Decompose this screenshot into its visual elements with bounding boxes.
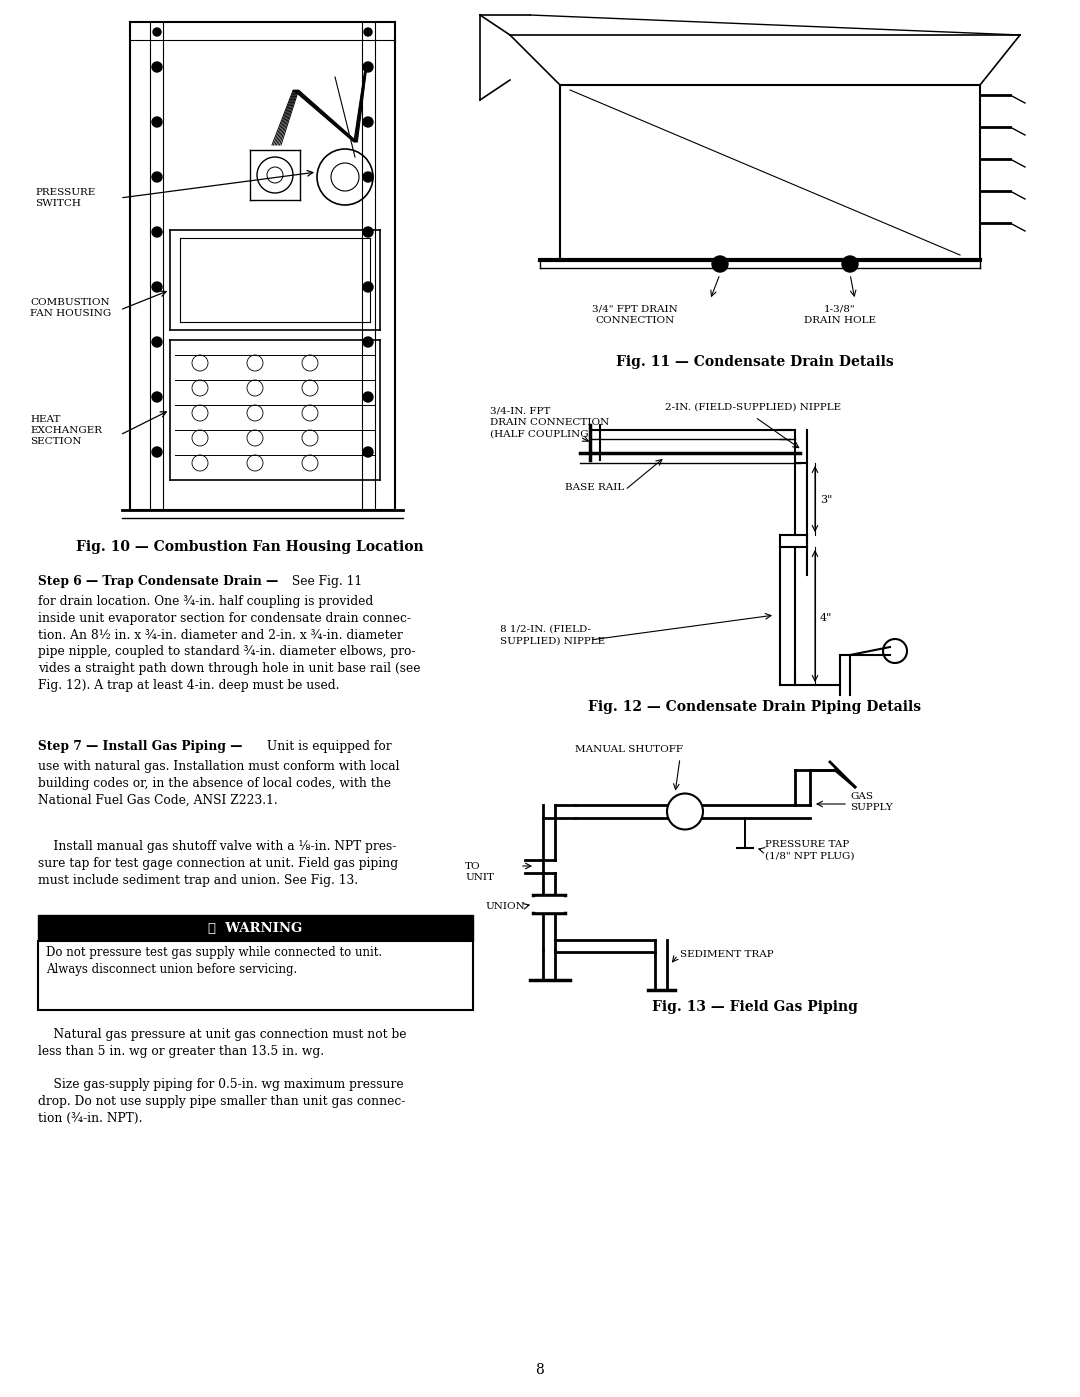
Text: Install manual gas shutoff valve with a ⅛-in. NPT pres-
sure tap for test gage c: Install manual gas shutoff valve with a …: [38, 840, 399, 887]
Text: use with natural gas. Installation must conform with local
building codes or, in: use with natural gas. Installation must …: [38, 760, 400, 806]
Text: Fig. 10 — Combustion Fan Housing Location: Fig. 10 — Combustion Fan Housing Locatio…: [77, 541, 423, 555]
Text: BASE RAIL: BASE RAIL: [565, 483, 624, 492]
Bar: [38, 942, 473, 1010]
Circle shape: [152, 282, 162, 292]
Text: MANUAL SHUTOFF: MANUAL SHUTOFF: [575, 745, 683, 754]
Circle shape: [842, 256, 858, 272]
Text: for drain location. One ¾-in. half coupling is provided
inside unit evaporator s: for drain location. One ¾-in. half coupl…: [38, 595, 420, 692]
Circle shape: [363, 226, 373, 237]
Circle shape: [152, 226, 162, 237]
Text: Size gas-supply piping for 0.5-in. wg maximum pressure
drop. Do not use supply p: Size gas-supply piping for 0.5-in. wg ma…: [38, 1078, 405, 1125]
Text: 1-3/8"
DRAIN HOLE: 1-3/8" DRAIN HOLE: [804, 305, 876, 326]
Text: Fig. 12 — Condensate Drain Piping Details: Fig. 12 — Condensate Drain Piping Detail…: [589, 700, 921, 714]
Circle shape: [712, 256, 728, 272]
Circle shape: [364, 28, 372, 36]
Bar: [535, 897, 563, 911]
Bar: [38, 915, 473, 942]
Circle shape: [152, 61, 162, 73]
Text: 2-IN. (FIELD-SUPPLIED) NIPPLE: 2-IN. (FIELD-SUPPLIED) NIPPLE: [665, 402, 841, 412]
Text: 8 1/2-IN. (FIELD-
SUPPLIED) NIPPLE: 8 1/2-IN. (FIELD- SUPPLIED) NIPPLE: [500, 624, 605, 645]
Text: ⚠  WARNING: ⚠ WARNING: [208, 922, 302, 935]
Text: 3/4-IN. FPT
DRAIN CONNECTION
(HALF COUPLING): 3/4-IN. FPT DRAIN CONNECTION (HALF COUPL…: [490, 407, 609, 439]
Circle shape: [152, 117, 162, 127]
Text: 3": 3": [820, 495, 833, 504]
Text: See Fig. 11: See Fig. 11: [288, 576, 362, 588]
Circle shape: [363, 447, 373, 457]
Text: UNION: UNION: [485, 902, 525, 911]
Text: Step 7 — Install Gas Piping —: Step 7 — Install Gas Piping —: [38, 740, 242, 753]
Text: Natural gas pressure at unit gas connection must not be
less than 5 in. wg or gr: Natural gas pressure at unit gas connect…: [38, 1028, 406, 1058]
Circle shape: [152, 337, 162, 346]
Text: GAS
SUPPLY: GAS SUPPLY: [850, 792, 893, 812]
Text: COMBUSTION
FAN HOUSING: COMBUSTION FAN HOUSING: [30, 298, 111, 319]
Text: 3/4" FPT DRAIN
CONNECTION: 3/4" FPT DRAIN CONNECTION: [592, 305, 678, 326]
Text: 4": 4": [820, 613, 833, 623]
Text: Step 6 — Trap Condensate Drain —: Step 6 — Trap Condensate Drain —: [38, 576, 279, 588]
Text: Fig. 11 — Condensate Drain Details: Fig. 11 — Condensate Drain Details: [616, 355, 894, 369]
Text: PRESSURE TAP
(1/8" NPT PLUG): PRESSURE TAP (1/8" NPT PLUG): [765, 840, 854, 861]
Circle shape: [363, 393, 373, 402]
Text: HEAT
EXCHANGER
SECTION: HEAT EXCHANGER SECTION: [30, 415, 102, 446]
Circle shape: [152, 447, 162, 457]
Circle shape: [152, 393, 162, 402]
Text: SEDIMENT TRAP: SEDIMENT TRAP: [680, 950, 773, 958]
Circle shape: [363, 172, 373, 182]
Text: TO
UNIT: TO UNIT: [465, 862, 494, 882]
Circle shape: [152, 172, 162, 182]
Text: Do not pressure test gas supply while connected to unit.
Always disconnect union: Do not pressure test gas supply while co…: [46, 946, 382, 977]
Circle shape: [667, 793, 703, 830]
Circle shape: [153, 28, 161, 36]
Text: 8: 8: [536, 1363, 544, 1377]
Text: Unit is equipped for: Unit is equipped for: [264, 740, 392, 753]
Text: PRESSURE
SWITCH: PRESSURE SWITCH: [35, 189, 95, 208]
Text: Fig. 13 — Field Gas Piping: Fig. 13 — Field Gas Piping: [652, 1000, 858, 1014]
Circle shape: [363, 282, 373, 292]
Circle shape: [363, 337, 373, 346]
Circle shape: [363, 117, 373, 127]
Circle shape: [363, 61, 373, 73]
